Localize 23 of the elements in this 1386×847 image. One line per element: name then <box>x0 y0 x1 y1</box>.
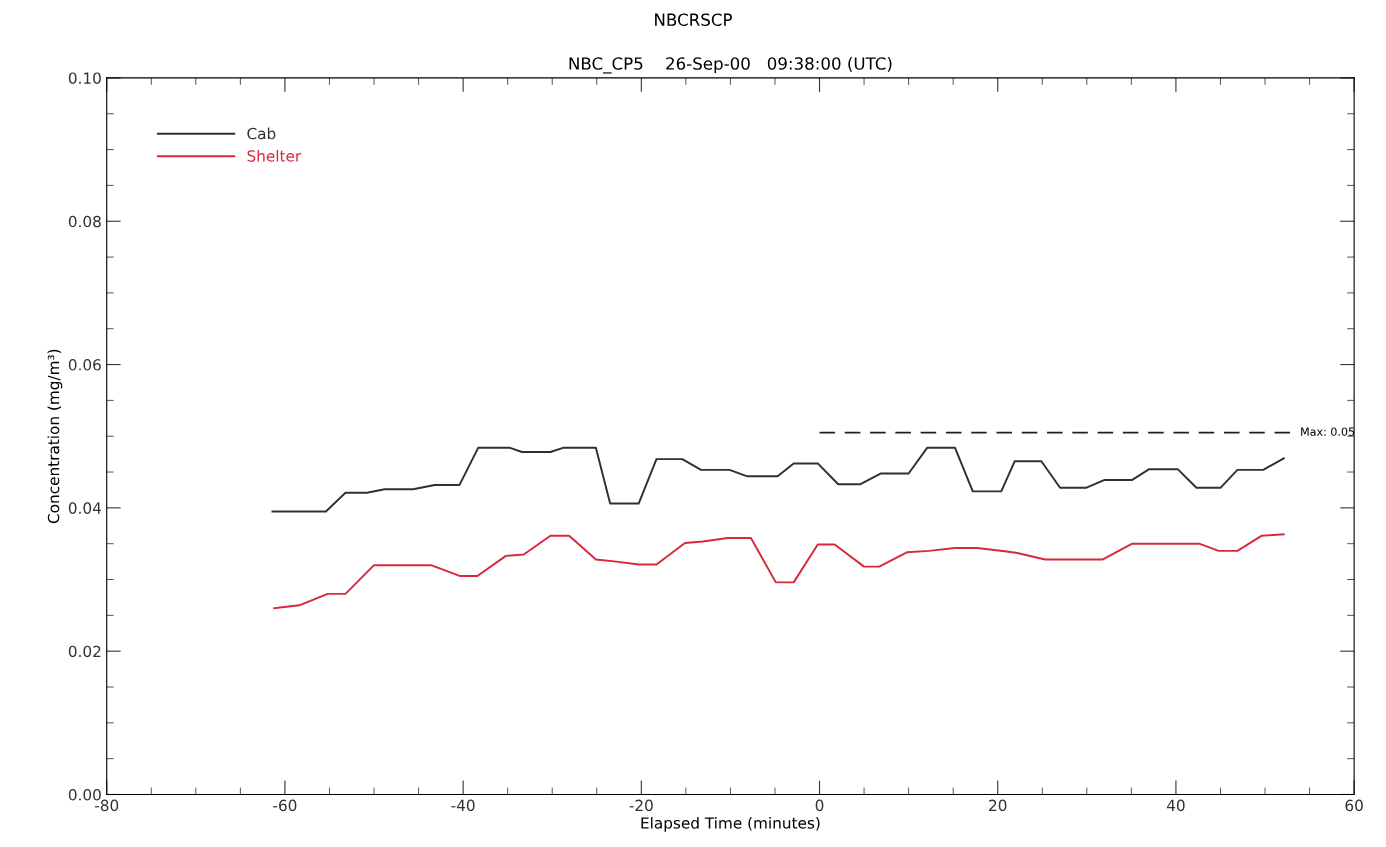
y-tick-label: 0.06 <box>68 359 101 371</box>
y-tick-label: 0.02 <box>68 645 101 658</box>
x-tick-label: -20 <box>629 799 653 812</box>
y-tick-label: 0.08 <box>68 215 101 228</box>
line-series <box>271 446 1285 513</box>
annotation: Max: 0.05 <box>1301 427 1355 436</box>
x-tick-label: 40 <box>1166 799 1185 812</box>
x-tick-label: 60 <box>1345 799 1363 812</box>
y-tick-label: 0.10 <box>68 72 101 84</box>
chart-title: NBCRSCP <box>655 13 732 27</box>
x-tick-label: -80 <box>94 799 119 812</box>
legend-label: Cab <box>247 127 276 140</box>
x-tick-label: 0 <box>815 799 824 812</box>
x-tick-label: 20 <box>989 799 1007 812</box>
y-axis-title: Concentration (mg/m³) <box>47 349 63 524</box>
x-tick-label: -60 <box>273 799 297 812</box>
legend-label: Shelter <box>247 149 302 162</box>
x-axis-title: Elapsed Time (minutes) <box>641 816 820 832</box>
line-series <box>273 533 1285 610</box>
y-tick-label: 0.04 <box>68 502 101 514</box>
chart-subtitle: NBC_CP5 26-Sep-00 09:38:00 (UTC) <box>569 56 892 74</box>
y-tick-label: 0.00 <box>68 788 101 801</box>
x-tick-label: -40 <box>451 799 475 812</box>
